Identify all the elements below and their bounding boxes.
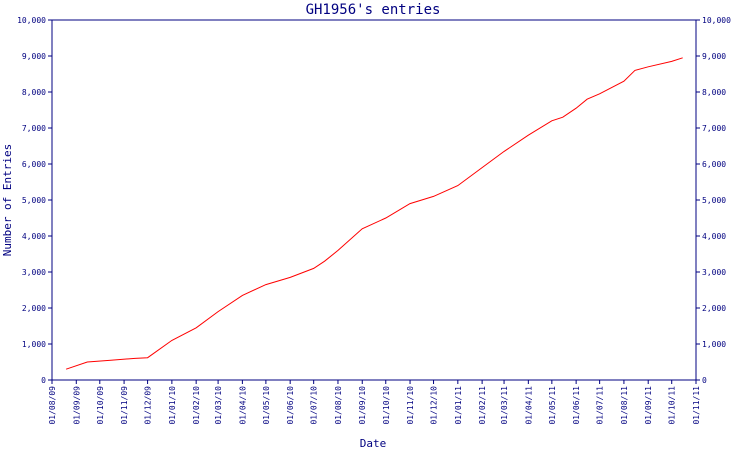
x-tick-label: 01/09/10 <box>358 386 367 425</box>
x-tick-label: 01/01/11 <box>454 386 463 425</box>
y-tick-label-left: 6,000 <box>22 160 46 169</box>
x-tick-label: 01/06/10 <box>286 386 295 425</box>
x-tick-label: 01/10/10 <box>382 386 391 425</box>
y-tick-label-left: 2,000 <box>22 304 46 313</box>
x-tick-label: 01/04/10 <box>238 386 247 425</box>
y-tick-label-right: 3,000 <box>702 268 726 277</box>
x-tick-label: 01/12/09 <box>144 386 153 425</box>
y-tick-label-right: 1,000 <box>702 340 726 349</box>
x-tick-label: 01/02/11 <box>478 386 487 425</box>
y-tick-label-left: 8,000 <box>22 88 46 97</box>
y-tick-label-right: 2,000 <box>702 304 726 313</box>
y-tick-label-left: 9,000 <box>22 52 46 61</box>
x-tick-label: 01/07/10 <box>310 386 319 425</box>
y-tick-label-left: 4,000 <box>22 232 46 241</box>
y-tick-label-left: 1,000 <box>22 340 46 349</box>
y-tick-label-left: 3,000 <box>22 268 46 277</box>
x-tick-label: 01/08/10 <box>334 386 343 425</box>
x-tick-label: 01/08/09 <box>48 386 57 425</box>
y-tick-label-left: 5,000 <box>22 196 46 205</box>
x-tick-label: 01/10/09 <box>96 386 105 425</box>
chart-title: GH1956's entries <box>306 2 441 18</box>
x-tick-label: 01/11/10 <box>406 386 415 425</box>
x-tick-label: 01/01/10 <box>168 386 177 425</box>
x-tick-label: 01/02/10 <box>192 386 201 425</box>
series-line-0 <box>65 57 683 370</box>
x-tick-label: 01/05/10 <box>262 386 271 425</box>
y-tick-label-left: 7,000 <box>22 124 46 133</box>
x-tick-label: 01/03/10 <box>214 386 223 425</box>
y-tick-label-right: 7,000 <box>702 124 726 133</box>
y-tick-label-right: 9,000 <box>702 52 726 61</box>
x-tick-label: 01/08/11 <box>620 386 629 425</box>
y-axis-right: 0 1,000 2,000 3,000 4,000 5,000 6,000 7,000 8,00… <box>696 16 731 385</box>
y-tick-label-right: 8,000 <box>702 88 726 97</box>
y-tick-label-right: 6,000 <box>702 160 726 169</box>
y-tick-label-right: 4,000 <box>702 232 726 241</box>
x-tick-label: 01/03/11 <box>500 386 509 425</box>
x-tick-label: 01/12/10 <box>430 386 439 425</box>
x-tick-label: 01/05/11 <box>548 386 557 425</box>
y-axis-label: Number of Entries <box>1 144 14 257</box>
x-tick-label: 01/09/11 <box>644 386 653 425</box>
series-layer <box>65 57 683 370</box>
x-tick-label: 01/11/11 <box>692 386 701 425</box>
x-axis-label: Date <box>360 437 387 450</box>
y-axis-left: 0 1,000 2,000 3,000 4,000 5,000 6,000 7,000 8,00… <box>17 16 52 385</box>
x-tick-label: 01/11/09 <box>120 386 129 425</box>
x-tick-label: 01/06/11 <box>572 386 581 425</box>
y-tick-label-left: 10,000 <box>17 16 46 25</box>
x-tick-label: 01/09/09 <box>72 386 81 425</box>
x-tick-label: 01/10/11 <box>668 386 677 425</box>
x-tick-label: 01/07/11 <box>596 386 605 425</box>
x-tick-label: 01/04/11 <box>524 386 533 425</box>
y-tick-label-right: 0 <box>702 376 707 385</box>
x-axis: 01/08/09 01/09/09 01/10/09 01/11/09 01/12/09… <box>48 380 701 425</box>
y-tick-label-right: 10,000 <box>702 16 731 25</box>
y-tick-label-right: 5,000 <box>702 196 726 205</box>
y-tick-label-left: 0 <box>41 376 46 385</box>
